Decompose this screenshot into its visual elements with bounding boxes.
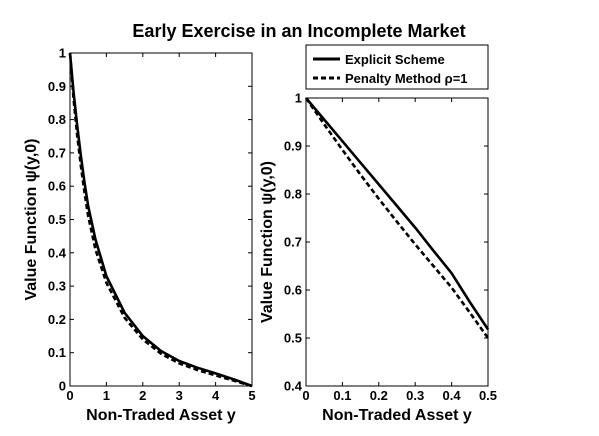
right-x-axis-label: Non-Traded Asset y: [322, 407, 472, 424]
left-y-tick-label: 0.3: [48, 279, 66, 294]
left-series-line-penalty-method: [68, 52, 253, 388]
left-y-tick-label: 0.8: [48, 112, 66, 127]
right-panel: 0 0.1 0.2 0.3 0.4 0.5 0.4 0.5 0.6 0.7 0.8 0.9 1 Non-…: [259, 91, 497, 425]
left-y-tick-label: 0.1: [48, 345, 66, 360]
left-x-tick-label: 5: [248, 388, 255, 403]
left-y-tick-label: 0.4: [48, 245, 67, 260]
left-x-tick-label: 3: [176, 388, 183, 403]
right-y-tick-label: 1: [295, 91, 302, 106]
right-x-tick-label: 0.3: [406, 388, 424, 403]
legend: Explicit Scheme Penalty Method ρ=1: [305, 44, 489, 90]
right-x-tick-label: 0.4: [443, 388, 462, 403]
right-x-tick-label: 0.1: [333, 388, 351, 403]
right-plot-area: [305, 97, 489, 387]
left-x-tick-label: 2: [139, 388, 146, 403]
right-ticks: 0 0.1 0.2 0.3 0.4 0.5 0.4 0.5 0.6 0.7 0.8 0.9 1: [284, 91, 497, 404]
left-series: [68, 52, 253, 388]
right-series-line-penalty-method: [304, 97, 490, 339]
left-y-tick-label: 0.7: [48, 145, 66, 160]
left-plot-area: [69, 52, 253, 387]
right-y-tick-label: 0.9: [284, 139, 302, 154]
right-x-tick-label: 0: [302, 388, 309, 403]
left-y-tick-label: 0.9: [48, 79, 66, 94]
chart-title: Early Exercise in an Incomplete Market: [132, 21, 465, 41]
left-y-tick-label: 1: [59, 46, 66, 61]
left-y-tick-label: 0.2: [48, 312, 66, 327]
left-x-axis-label: Non-Traded Asset y: [86, 407, 236, 424]
right-y-tick-label: 0.8: [284, 187, 302, 202]
right-y-tick-label: 0.7: [284, 235, 302, 250]
legend-box: [305, 44, 489, 90]
right-y-tick-label: 0.4: [284, 379, 303, 394]
right-series: [304, 97, 490, 339]
left-panel: 0 1 2 3 4 5 0 0.1 0.2 0.3 0.4 0.5 0.6 0.7 0.8 0.9 1 Non-…: [23, 46, 256, 425]
left-x-tick-label: 0: [66, 388, 73, 403]
left-y-tick-label: 0.6: [48, 179, 66, 194]
legend-label-penalty: Penalty Method ρ=1: [345, 71, 468, 86]
left-ticks: 0 1 2 3 4 5 0 0.1 0.2 0.3 0.4 0.5 0.6 0.7 0.8 0.9 1: [48, 46, 256, 404]
right-x-tick-label: 0.2: [370, 388, 388, 403]
left-y-axis-label: Value Function ψ(y,0): [23, 139, 40, 301]
left-y-tick-label: 0: [59, 379, 66, 394]
left-x-tick-label: 4: [212, 388, 220, 403]
right-y-tick-label: 0.5: [284, 331, 302, 346]
right-y-tick-label: 0.6: [284, 283, 302, 298]
left-y-tick-label: 0.5: [48, 212, 66, 227]
right-x-tick-label: 0.5: [479, 388, 497, 403]
legend-label-explicit: Explicit Scheme: [345, 52, 445, 67]
left-x-tick-label: 1: [103, 388, 110, 403]
right-series-line-explicit-scheme: [305, 97, 490, 331]
right-y-axis-label: Value Function ψ(y,0): [259, 161, 276, 323]
